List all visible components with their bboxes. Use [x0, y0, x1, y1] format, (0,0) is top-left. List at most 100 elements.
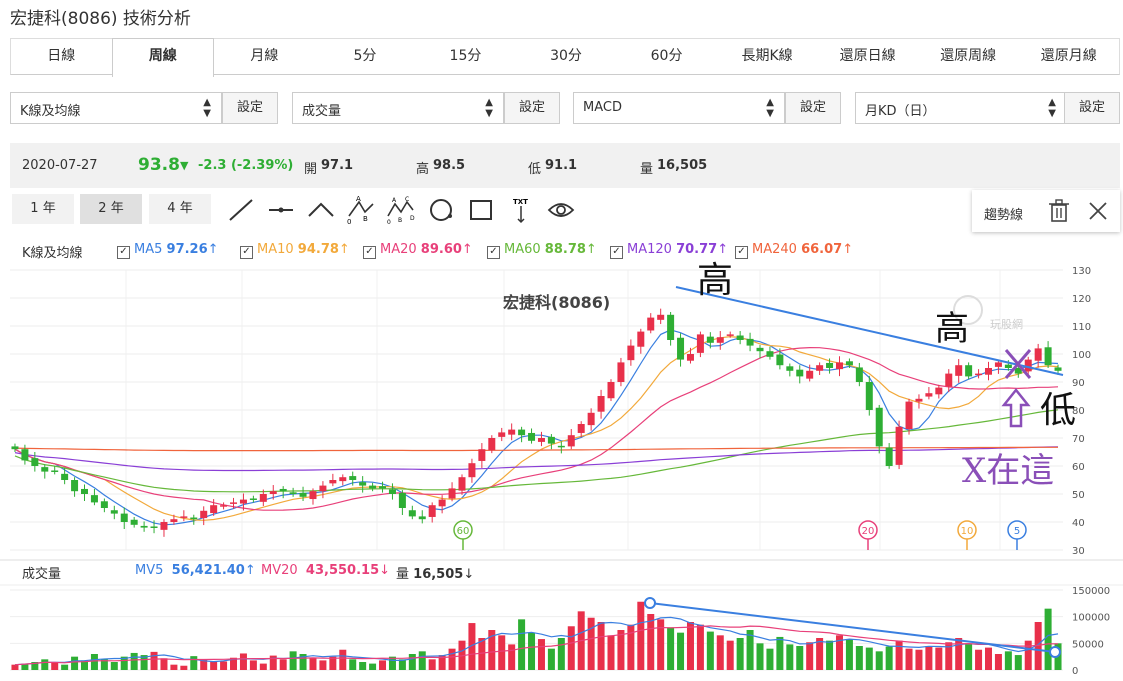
kline-settings-button[interactable]: 設定	[222, 92, 278, 124]
kline-select[interactable]: K線及均線 ▲ ▼	[10, 92, 222, 124]
candle-body	[905, 401, 913, 430]
text-tool-icon[interactable]: TXT	[506, 196, 536, 224]
macd-select[interactable]: MACD ▲ ▼	[573, 92, 785, 124]
ma10-toggle[interactable]: ✓ MA10 94.78↑	[240, 242, 350, 259]
ma5-arrow: ↑	[207, 242, 219, 257]
tab-5[interactable]: 30分	[550, 48, 582, 64]
volume-bar	[895, 640, 903, 670]
tab-6[interactable]: 60分	[650, 48, 683, 64]
candle-body	[895, 426, 903, 465]
price-chart[interactable]: 30 40 50 60 70 80 90 100 110 120 130 0 50000 100000 15…	[0, 260, 1123, 681]
horizontal-line-icon[interactable]	[266, 196, 296, 224]
volume-bar	[438, 655, 446, 670]
volume-bar	[786, 644, 794, 670]
range-1y-button[interactable]: 1 年	[12, 194, 74, 224]
ma60-toggle[interactable]: ✓ MA60 88.78↑	[487, 242, 597, 259]
tab-7[interactable]: 長期K線	[741, 48, 793, 64]
kd-select[interactable]: 月KD（日） ▲ ▼	[855, 92, 1067, 124]
tab-4[interactable]: 15分	[449, 48, 482, 64]
volume-select[interactable]: 成交量 ▲ ▼	[292, 92, 504, 124]
price-tick-label: 30	[1072, 546, 1085, 557]
mv5-item: MV5 56,421.40↑	[135, 563, 256, 578]
price-tick-label: 130	[1072, 266, 1091, 277]
candle-body	[1024, 359, 1032, 372]
drawing-toolbar: 1 年 2 年 4 年 A 0 B A C 0 B D TXT	[10, 192, 970, 228]
volume-bar	[677, 632, 685, 670]
abcd-o-label: 0	[387, 219, 391, 224]
ma10-arrow: ↑	[338, 242, 350, 257]
trash-icon[interactable]	[1048, 199, 1070, 223]
ma240-toggle[interactable]: ✓ MA240 66.07↑	[735, 242, 853, 259]
candle-body	[855, 367, 863, 382]
abcd-pattern-icon[interactable]: A C 0 B D	[386, 196, 416, 224]
rectangle-icon[interactable]	[466, 196, 496, 224]
x-here-annotation: X在這	[962, 451, 1054, 491]
volume-bar	[945, 642, 953, 670]
macd-settings-button[interactable]: 設定	[785, 92, 841, 124]
tab-9[interactable]: 還原周線	[940, 48, 997, 64]
candle-body	[61, 473, 69, 480]
range-2y-button[interactable]: 2 年	[80, 194, 142, 224]
ma-legend-title: K線及均線	[22, 246, 83, 261]
ma120-toggle[interactable]: ✓ MA120 70.77↑	[610, 242, 728, 259]
mv5-value: 56,421.40	[171, 563, 245, 578]
range-4y-button[interactable]: 4 年	[149, 194, 211, 224]
abcd-d-label: D	[410, 215, 415, 222]
tab-2[interactable]: 月線	[250, 48, 279, 64]
volume-bar	[756, 643, 764, 670]
abc-pattern-icon[interactable]: A 0 B	[346, 196, 376, 224]
volume-bar	[617, 630, 625, 670]
quote-price: 93.8	[138, 155, 180, 175]
volume-bar	[339, 649, 347, 670]
volume-bar	[855, 646, 863, 670]
angle-icon[interactable]	[306, 196, 336, 224]
ma240-name: MA240	[752, 242, 797, 257]
candle-body	[299, 492, 307, 497]
volume-bar	[210, 662, 218, 670]
volume-bar	[796, 646, 804, 670]
candle-body	[885, 447, 893, 466]
tab-3[interactable]: 5分	[353, 48, 377, 64]
volume-bar	[100, 659, 108, 670]
volume-bar	[1014, 655, 1022, 670]
candle-body	[90, 495, 98, 503]
volume-bar	[319, 660, 327, 670]
ma-line-240	[14, 446, 1058, 452]
candle-body	[230, 502, 238, 504]
ma-cross-marker-label: 5	[1014, 526, 1020, 537]
chart-title: 宏捷科(8086)	[503, 293, 610, 312]
volume-bar	[71, 656, 79, 670]
price-tick-label: 70	[1072, 434, 1085, 445]
tab-1[interactable]: 周線	[111, 38, 215, 77]
candle-body	[935, 387, 943, 395]
candle-body	[716, 337, 724, 343]
tab-0[interactable]: 日線	[47, 48, 76, 64]
candle-body	[200, 510, 208, 519]
candle-body	[239, 499, 247, 504]
price-tick-label: 110	[1072, 322, 1091, 333]
kd-settings-button[interactable]: 設定	[1064, 92, 1120, 124]
ma5-toggle[interactable]: ✓ MA5 97.26↑	[117, 242, 219, 259]
volume-bar	[508, 644, 516, 670]
ma20-toggle[interactable]: ✓ MA20 89.60↑	[363, 242, 473, 259]
tab-10[interactable]: 還原月線	[1040, 48, 1097, 64]
candle-body	[766, 351, 774, 357]
eye-icon[interactable]	[546, 196, 576, 224]
volume-bar	[865, 647, 873, 670]
volume-bar	[557, 638, 565, 670]
candle-body	[975, 373, 983, 376]
volume-tick-label: 100000	[1072, 613, 1110, 624]
txt-label: TXT	[513, 198, 528, 206]
candle-body	[925, 393, 933, 397]
abcd-a-label: A	[392, 197, 397, 204]
circle-icon[interactable]	[426, 196, 456, 224]
line-tool-icon[interactable]	[226, 196, 256, 224]
trendline-label: 趨勢線	[984, 208, 1024, 223]
volume-settings-button[interactable]: 設定	[504, 92, 560, 124]
close-icon[interactable]	[1088, 201, 1108, 221]
volume-bar	[806, 642, 814, 670]
candle-body	[398, 492, 406, 508]
volume-bar	[349, 659, 357, 670]
tab-8[interactable]: 還原日線	[839, 48, 896, 64]
volume-legend-title: 成交量	[22, 567, 62, 582]
